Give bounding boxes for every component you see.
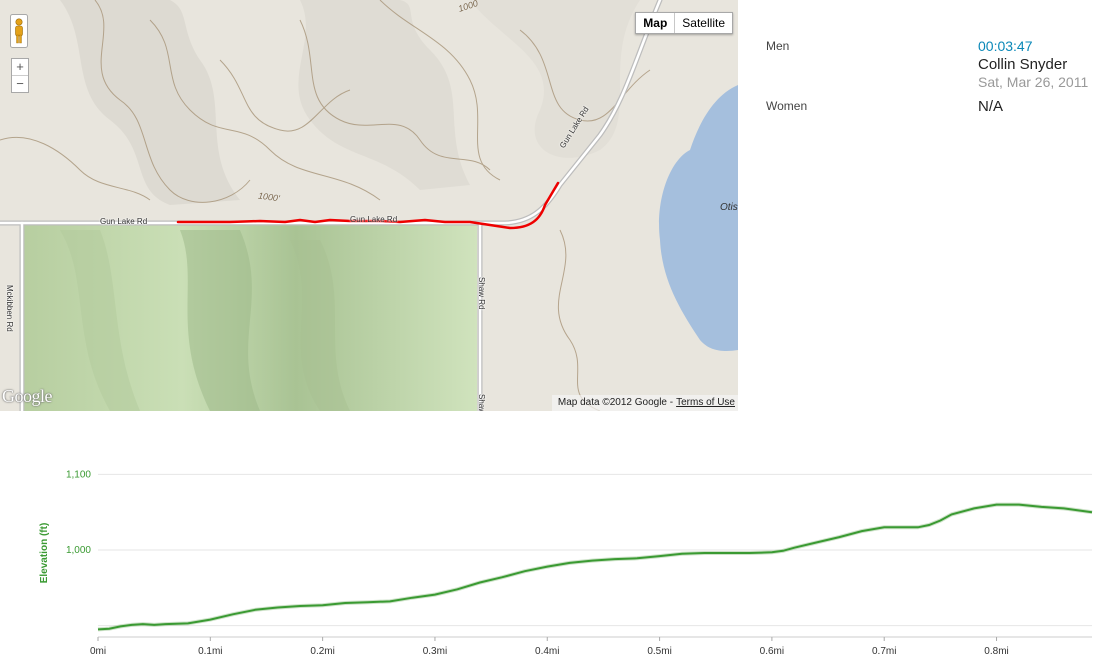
zoom-out-button[interactable]: −	[12, 75, 28, 92]
lake-label: Otis	[720, 202, 738, 213]
x-tick-label: 0.4mi	[535, 646, 559, 657]
men-label: Men	[766, 39, 790, 53]
road-label-shaw-rd-south: Shaw	[477, 394, 486, 411]
road-label-shaw-rd: Shaw Rd	[477, 277, 486, 310]
x-tick-label: 0.3mi	[423, 646, 447, 657]
map-tiles	[0, 0, 738, 411]
x-tick-label: 0.1mi	[198, 646, 222, 657]
x-tick-label: 0.7mi	[872, 646, 896, 657]
y-tick-label: 1,000	[66, 545, 91, 556]
street-view-pegman-icon[interactable]	[10, 14, 28, 48]
y-axis-label: Elevation (ft)	[39, 523, 50, 584]
zoom-control: + −	[11, 58, 29, 93]
google-logo[interactable]: Google	[2, 386, 53, 406]
x-tick-label: 0.2mi	[310, 646, 334, 657]
zoom-in-button[interactable]: +	[16, 59, 24, 74]
map-type-map-button[interactable]: Map	[636, 13, 676, 33]
x-tick-label: 0.5mi	[647, 646, 671, 657]
terms-of-use-link[interactable]: Terms of Use	[676, 397, 735, 408]
x-tick-label: 0.8mi	[984, 646, 1008, 657]
road-label-gun-lake-rd: Gun Lake Rd	[350, 215, 398, 224]
women-best-time: N/A	[978, 98, 1004, 115]
map-data-text: Map data ©2012 Google -	[557, 397, 674, 408]
x-tick-label: 0.6mi	[760, 646, 784, 657]
road-label-gun-lake-rd: Gun Lake Rd	[100, 217, 148, 226]
men-effort-date: Sat, Mar 26, 2011	[978, 74, 1089, 90]
elevation-chart[interactable]: 1,000 1,100 0mi 0.1mi 0.2mi 0.3mi 0.4mi 0.5mi 0…	[0, 455, 1109, 668]
y-tick-label: 1,100	[66, 469, 91, 480]
segment-route	[176, 181, 560, 230]
men-athlete-name[interactable]: Collin Snyder	[978, 56, 1068, 73]
map[interactable]: Gun Lake Rd Gun Lake Rd Gun Lake Rd Mcki…	[0, 0, 738, 411]
x-tick-label: 0mi	[90, 646, 106, 657]
women-label: Women	[766, 99, 808, 113]
map-type-control: Map Satellite	[635, 12, 733, 34]
men-best-time-link[interactable]: 00:03:47	[978, 38, 1033, 54]
elevation-line	[97, 503, 1093, 631]
map-attribution: Map data ©2012 Google - Terms of Use	[551, 395, 738, 411]
road-label-mckibben-rd: Mckibben Rd	[5, 285, 14, 332]
map-type-satellite-button[interactable]: Satellite	[682, 16, 725, 30]
